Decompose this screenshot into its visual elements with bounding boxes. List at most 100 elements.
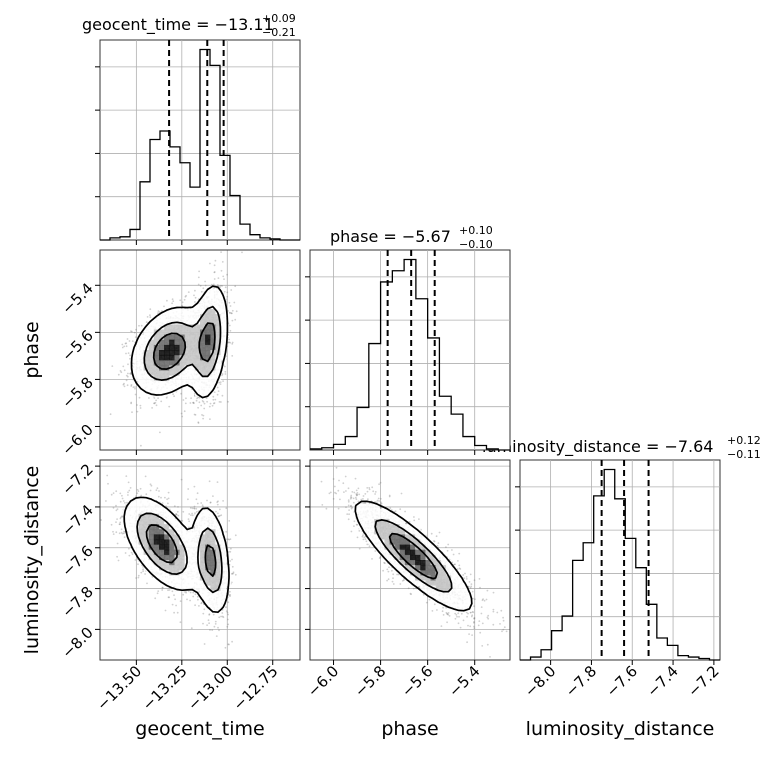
- scatter-point: [197, 406, 200, 409]
- scatter-point: [187, 498, 189, 501]
- scatter-point: [199, 284, 202, 287]
- scatter-point: [138, 324, 140, 327]
- scatter-point: [229, 538, 232, 540]
- density-cell: [200, 365, 206, 372]
- scatter-point: [175, 513, 178, 515]
- scatter-point: [118, 523, 121, 526]
- density-cell: [169, 350, 175, 356]
- scatter-point: [202, 414, 205, 417]
- scatter-point: [171, 590, 174, 593]
- scatter-point: [100, 519, 102, 521]
- scatter-point: [228, 338, 231, 341]
- density-cell: [148, 360, 155, 366]
- density-cell: [205, 344, 211, 351]
- y-tick-label-phase: −5.4: [58, 279, 96, 317]
- scatter-point: [125, 345, 128, 348]
- scatter-point: [168, 589, 171, 591]
- density-cell: [164, 370, 170, 377]
- density-cell: [164, 339, 170, 346]
- density-cell: [138, 380, 145, 387]
- density-cell: [169, 314, 175, 320]
- scatter-point: [116, 518, 118, 520]
- density-cell: [184, 355, 191, 361]
- scatter-point: [227, 310, 230, 312]
- x-tick-label-luminosity_distance: −7.2: [684, 662, 722, 700]
- density-cell: [153, 391, 160, 397]
- density-cell: [200, 334, 206, 341]
- density-cell: [184, 339, 191, 346]
- scatter-point: [200, 602, 203, 605]
- scatter-point: [214, 620, 217, 623]
- density-cell: [189, 380, 196, 387]
- scatter-point: [136, 410, 139, 413]
- density-cell: [210, 334, 216, 341]
- scatter-point: [121, 516, 124, 518]
- density-cell: [148, 339, 155, 346]
- scatter-point: [227, 643, 230, 646]
- density-cell: [153, 324, 160, 331]
- density-cell: [184, 380, 191, 387]
- scatter-point: [180, 392, 183, 395]
- density-cell: [189, 339, 196, 346]
- density-cell: [200, 298, 206, 305]
- scatter-point: [173, 505, 176, 508]
- scatter-point: [229, 329, 232, 332]
- density-cell: [148, 329, 155, 336]
- scatter-point: [122, 365, 125, 368]
- density-cell: [169, 380, 175, 387]
- xlabel-geocent-time: geocent_time: [135, 718, 264, 740]
- density-cell: [164, 344, 170, 351]
- scatter-point: [109, 413, 112, 416]
- density-cell: [159, 355, 165, 361]
- scatter-point: [127, 363, 129, 366]
- scatter-point: [121, 343, 124, 346]
- density-cell: [194, 380, 201, 387]
- scatter-point: [202, 401, 205, 403]
- density-cell: [143, 355, 150, 361]
- density-cell: [164, 375, 170, 382]
- density-cell: [133, 360, 139, 366]
- scatter-point: [112, 530, 114, 533]
- density-cell: [194, 370, 201, 377]
- scatter-point: [125, 352, 127, 355]
- scatter-point: [182, 510, 185, 513]
- scatter-point: [139, 407, 142, 409]
- scatter-point: [201, 414, 203, 416]
- scatter-point: [193, 294, 195, 297]
- y-tick-label-phase: −5.6: [58, 326, 96, 364]
- scatter-point: [123, 536, 126, 539]
- density-cell: [148, 370, 155, 377]
- scatter-point: [121, 346, 124, 349]
- density-cell: [133, 370, 139, 377]
- scatter-point: [159, 431, 161, 434]
- scatter-point: [156, 487, 159, 490]
- scatter-point: [193, 413, 196, 416]
- scatter-point: [116, 542, 119, 545]
- density-cell: [148, 375, 155, 382]
- scatter-point: [183, 298, 186, 301]
- scatter-point: [119, 500, 122, 503]
- scatter-point: [136, 488, 139, 491]
- density-cell: [210, 319, 216, 325]
- scatter-point: [182, 399, 185, 401]
- scatter-point: [218, 381, 221, 384]
- scatter-point: [130, 330, 132, 332]
- scatter-point: [219, 284, 222, 287]
- scatter-point: [121, 515, 123, 517]
- scatter-point: [221, 394, 224, 397]
- density-cell: [189, 375, 196, 382]
- scatter-point: [137, 490, 140, 493]
- density-cell: [164, 319, 170, 325]
- scatter-point: [226, 273, 229, 276]
- density-cell: [133, 375, 139, 382]
- density-cell: [148, 324, 155, 331]
- density-cell: [184, 344, 191, 351]
- scatter-point: [231, 319, 234, 322]
- scatter-point: [157, 312, 159, 315]
- scatter-point: [106, 474, 109, 477]
- scatter-point: [130, 402, 133, 405]
- scatter-point: [140, 571, 143, 574]
- density-cell: [205, 365, 211, 372]
- density-cell: [169, 355, 175, 361]
- scatter-point: [160, 400, 163, 403]
